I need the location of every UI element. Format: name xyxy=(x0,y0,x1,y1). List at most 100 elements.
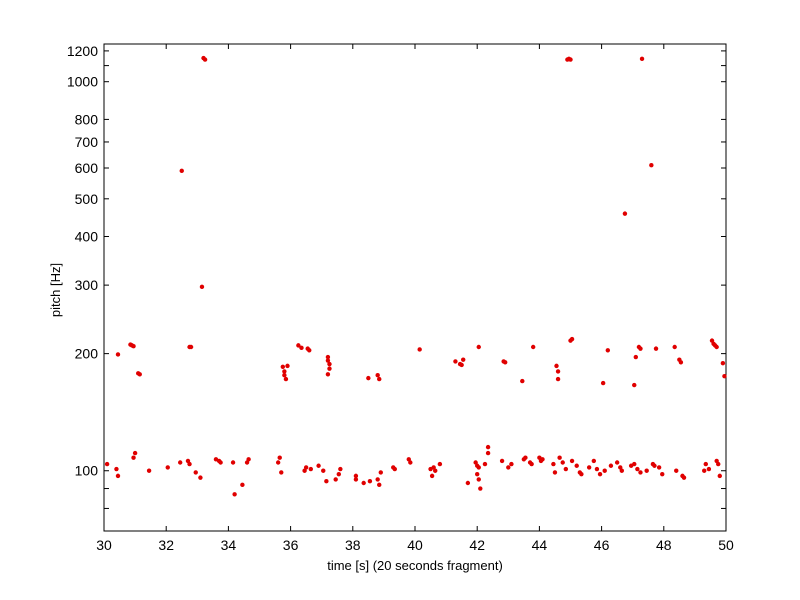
data-point xyxy=(557,455,562,460)
data-point xyxy=(429,473,435,479)
data-point xyxy=(336,471,342,477)
y-tick-label: 1000 xyxy=(67,74,98,90)
data-point xyxy=(644,468,649,473)
data-point xyxy=(218,460,223,465)
data-point xyxy=(177,460,183,465)
data-point xyxy=(308,466,314,472)
x-tick-label: 48 xyxy=(656,537,672,553)
data-point xyxy=(131,455,136,460)
data-point xyxy=(230,460,236,465)
data-point xyxy=(246,457,251,462)
data-point xyxy=(482,461,488,467)
data-point xyxy=(303,465,309,470)
data-point xyxy=(327,361,332,367)
data-point xyxy=(716,461,721,467)
data-point xyxy=(146,468,152,473)
data-point xyxy=(453,359,458,364)
data-point xyxy=(378,470,383,475)
x-tick-label: 50 xyxy=(718,537,734,553)
data-point xyxy=(722,373,727,379)
data-point xyxy=(714,344,719,350)
data-point xyxy=(392,466,397,472)
x-tick-label: 30 xyxy=(96,537,112,553)
data-point xyxy=(720,360,726,366)
y-axis-ticks: 100 200 300 400 500 600 700 800 1000 1200 xyxy=(67,43,726,509)
data-point xyxy=(530,344,536,350)
y-tick-label: 300 xyxy=(75,277,99,293)
data-point xyxy=(475,471,480,477)
data-point xyxy=(653,346,659,351)
data-point xyxy=(674,468,679,473)
data-point xyxy=(574,463,579,468)
y-tick-label: 600 xyxy=(75,160,99,176)
data-point xyxy=(672,344,677,350)
y-tick-label: 100 xyxy=(75,463,99,479)
data-point xyxy=(633,354,639,360)
data-point xyxy=(652,463,657,468)
x-tick-label: 44 xyxy=(532,537,548,553)
x-tick-label: 32 xyxy=(158,537,174,553)
data-point xyxy=(375,477,380,482)
data-point xyxy=(632,461,637,467)
data-point xyxy=(361,480,366,486)
data-point xyxy=(499,458,505,464)
y-tick-label: 1200 xyxy=(67,43,98,59)
x-tick-label: 40 xyxy=(407,537,423,553)
data-point xyxy=(431,465,436,470)
data-point xyxy=(199,284,205,290)
x-tick-label: 42 xyxy=(469,537,485,553)
data-point xyxy=(639,56,645,62)
data-point xyxy=(591,458,597,464)
data-point xyxy=(377,482,382,488)
data-point xyxy=(649,163,654,168)
data-point xyxy=(635,466,640,472)
data-point xyxy=(115,352,121,357)
data-point xyxy=(681,475,687,480)
data-point xyxy=(327,366,332,371)
data-point xyxy=(568,57,573,62)
data-points xyxy=(104,55,727,497)
data-point xyxy=(338,466,343,472)
data-point xyxy=(132,450,138,456)
data-point xyxy=(282,369,287,374)
data-point xyxy=(614,460,620,465)
data-point xyxy=(325,372,331,377)
data-point xyxy=(307,348,312,353)
data-point xyxy=(437,461,443,467)
data-point xyxy=(619,468,625,473)
x-tick-label: 38 xyxy=(345,537,361,553)
data-point xyxy=(523,455,528,460)
data-point xyxy=(602,468,607,473)
data-point xyxy=(131,343,136,349)
y-tick-label: 200 xyxy=(75,346,99,362)
data-point xyxy=(476,344,481,350)
data-point xyxy=(569,458,575,464)
data-point xyxy=(277,455,282,460)
data-point xyxy=(367,478,373,484)
data-point xyxy=(638,470,643,475)
data-point xyxy=(485,450,491,456)
data-point xyxy=(717,473,722,479)
data-point xyxy=(520,378,525,384)
data-point xyxy=(333,477,338,482)
data-point xyxy=(540,457,545,462)
x-axis-label: time [s] (20 seconds fragment) xyxy=(327,558,503,573)
data-point xyxy=(579,471,584,477)
data-point xyxy=(600,380,606,386)
data-point xyxy=(115,473,121,479)
data-point xyxy=(563,466,569,472)
data-point xyxy=(321,468,326,473)
data-point xyxy=(275,460,281,465)
data-point xyxy=(586,465,592,470)
data-point xyxy=(202,57,208,62)
data-point xyxy=(408,460,413,465)
data-point xyxy=(485,444,491,450)
data-point xyxy=(478,486,483,491)
data-point xyxy=(366,375,371,381)
data-point xyxy=(465,480,471,486)
data-point xyxy=(114,466,119,472)
data-point xyxy=(605,348,611,353)
data-point xyxy=(476,477,481,482)
data-point xyxy=(198,475,203,480)
plot-area xyxy=(103,43,727,532)
